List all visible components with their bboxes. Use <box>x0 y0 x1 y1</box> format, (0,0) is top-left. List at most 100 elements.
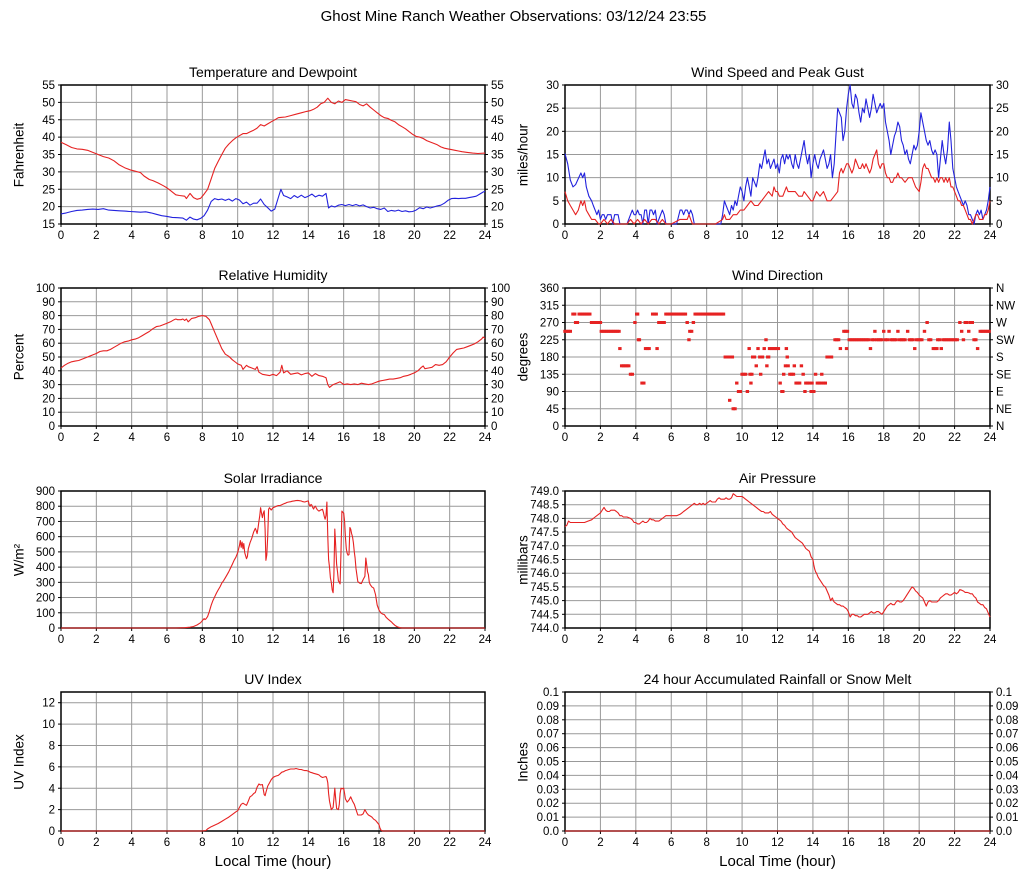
wind-direction-point <box>781 372 786 376</box>
wind-direction-point <box>851 338 855 342</box>
wind-direction-point <box>866 338 871 342</box>
x-tick-label: 2 <box>93 837 99 849</box>
x-tick-label: 16 <box>337 432 350 444</box>
x-tick-label: 24 <box>479 837 492 849</box>
y-tick-label: 0.1 <box>543 687 559 699</box>
x-tick-label: 6 <box>668 230 674 242</box>
wind-direction-point <box>967 329 971 333</box>
wind-direction-point <box>758 355 762 359</box>
wind-direction-point <box>618 347 622 351</box>
x-tick-label: 10 <box>736 230 749 242</box>
wind-direction-point <box>566 329 571 333</box>
wind-direction-point <box>870 338 874 342</box>
chart-title: Wind Direction <box>731 267 824 283</box>
x-tick-label: 18 <box>373 230 386 242</box>
wind-direction-point <box>813 372 818 376</box>
wind-direction-point <box>911 338 915 342</box>
wind-direction-point <box>591 321 596 324</box>
x-tick-label: 22 <box>948 432 961 444</box>
wind-direction-point <box>695 312 699 316</box>
x-tick-label: 16 <box>842 230 855 242</box>
wind-direction-point <box>788 372 792 376</box>
x-tick-label: 4 <box>128 432 135 444</box>
y-tick-label-right: E <box>996 387 1004 399</box>
wind-direction-point <box>863 338 867 342</box>
x-tick-label: 10 <box>231 432 244 444</box>
x-tick-label: 20 <box>913 432 926 444</box>
wind-direction-point <box>625 364 629 368</box>
wind-direction-point <box>876 338 881 342</box>
x-tick-label: 22 <box>948 230 961 242</box>
wind-direction-point <box>575 321 580 324</box>
x-tick-label: 10 <box>231 837 244 849</box>
y-axis-label: Fahrenheit <box>11 122 27 187</box>
wind-direction-point <box>681 312 686 316</box>
x-tick-label: 22 <box>948 634 961 646</box>
wind-direction-point <box>975 347 980 351</box>
x-tick-label: 14 <box>302 837 315 849</box>
y-tick-label-right: 0.02 <box>996 798 1018 810</box>
x-tick-label: 8 <box>199 230 205 242</box>
chart-title: Air Pressure <box>738 470 817 486</box>
wind-direction-point <box>565 329 569 333</box>
x-tick-label: 18 <box>877 837 890 849</box>
uv-line <box>61 767 485 832</box>
y-tick-label: 100 <box>36 608 55 620</box>
wind-direction-point <box>797 381 802 385</box>
wind-direction-point <box>733 407 737 411</box>
wind-direction-point <box>599 329 604 333</box>
wind-direction-point <box>901 338 905 342</box>
wind-direction-point <box>673 312 677 316</box>
wind-direction-point <box>951 338 956 342</box>
wind-direction-point <box>819 381 823 385</box>
wind-direction-point <box>700 312 704 316</box>
wind-direction-point <box>889 338 893 342</box>
wind-direction-point <box>689 329 694 333</box>
wind-direction-point <box>698 312 703 316</box>
wind-direction-point <box>704 312 708 316</box>
y-tick-label: 749.0 <box>530 486 559 498</box>
wind-direction-point <box>843 329 848 333</box>
x-tick-label: 14 <box>302 230 315 242</box>
wind-direction-point <box>812 390 816 393</box>
y-tick-label: 0.08 <box>537 715 559 727</box>
relative-humidity-chart: Relative Humidity Percent 0 0 10 10 20 20 30 30… <box>12 267 511 444</box>
wind-direction-point <box>619 364 624 368</box>
y-tick-label: 0.01 <box>537 812 559 824</box>
x-tick-label: 24 <box>984 837 997 849</box>
x-tick-label: 18 <box>877 230 890 242</box>
y-tick-label: 0.05 <box>537 757 559 769</box>
x-tick-label: 0 <box>58 432 64 444</box>
wind-direction-point <box>815 381 820 385</box>
y-tick-label-right: 40 <box>491 132 504 144</box>
x-tick-label: 18 <box>373 634 386 646</box>
wind-speed-line <box>564 149 991 225</box>
x-tick-label: 4 <box>128 634 135 646</box>
wind-direction-point <box>687 338 691 342</box>
y-tick-label: 0 <box>49 421 55 433</box>
x-tick-label: 10 <box>231 634 244 646</box>
wind-direction-point <box>756 347 760 351</box>
y-tick-label: 270 <box>540 318 559 330</box>
wind-direction-point <box>847 338 851 342</box>
x-tick-label: 12 <box>267 837 280 849</box>
wind-direction-point <box>758 372 763 376</box>
wind-direction-point <box>714 312 719 316</box>
wind-direction-point <box>652 312 657 316</box>
wind-direction-point <box>781 390 785 393</box>
y-tick-label-right: 20 <box>491 202 504 214</box>
x-tick-label: 22 <box>443 432 456 444</box>
y-tick-label-right: 0.09 <box>996 701 1018 713</box>
x-tick-label: 0 <box>562 634 568 646</box>
wind-direction-point <box>887 329 891 333</box>
x-tick-label: 16 <box>842 634 855 646</box>
x-axis-label: Local Time (hour) <box>719 853 836 870</box>
wind-direction-point <box>593 321 597 324</box>
wind-direction-point <box>621 364 626 368</box>
chart-title: Solar Irradiance <box>223 470 323 486</box>
wind-direction-point <box>985 329 990 333</box>
y-tick-label-right: 15 <box>996 150 1009 162</box>
wind-direction-point <box>582 312 587 316</box>
wind-direction-point <box>807 381 812 385</box>
wind-direction-point <box>676 312 681 316</box>
